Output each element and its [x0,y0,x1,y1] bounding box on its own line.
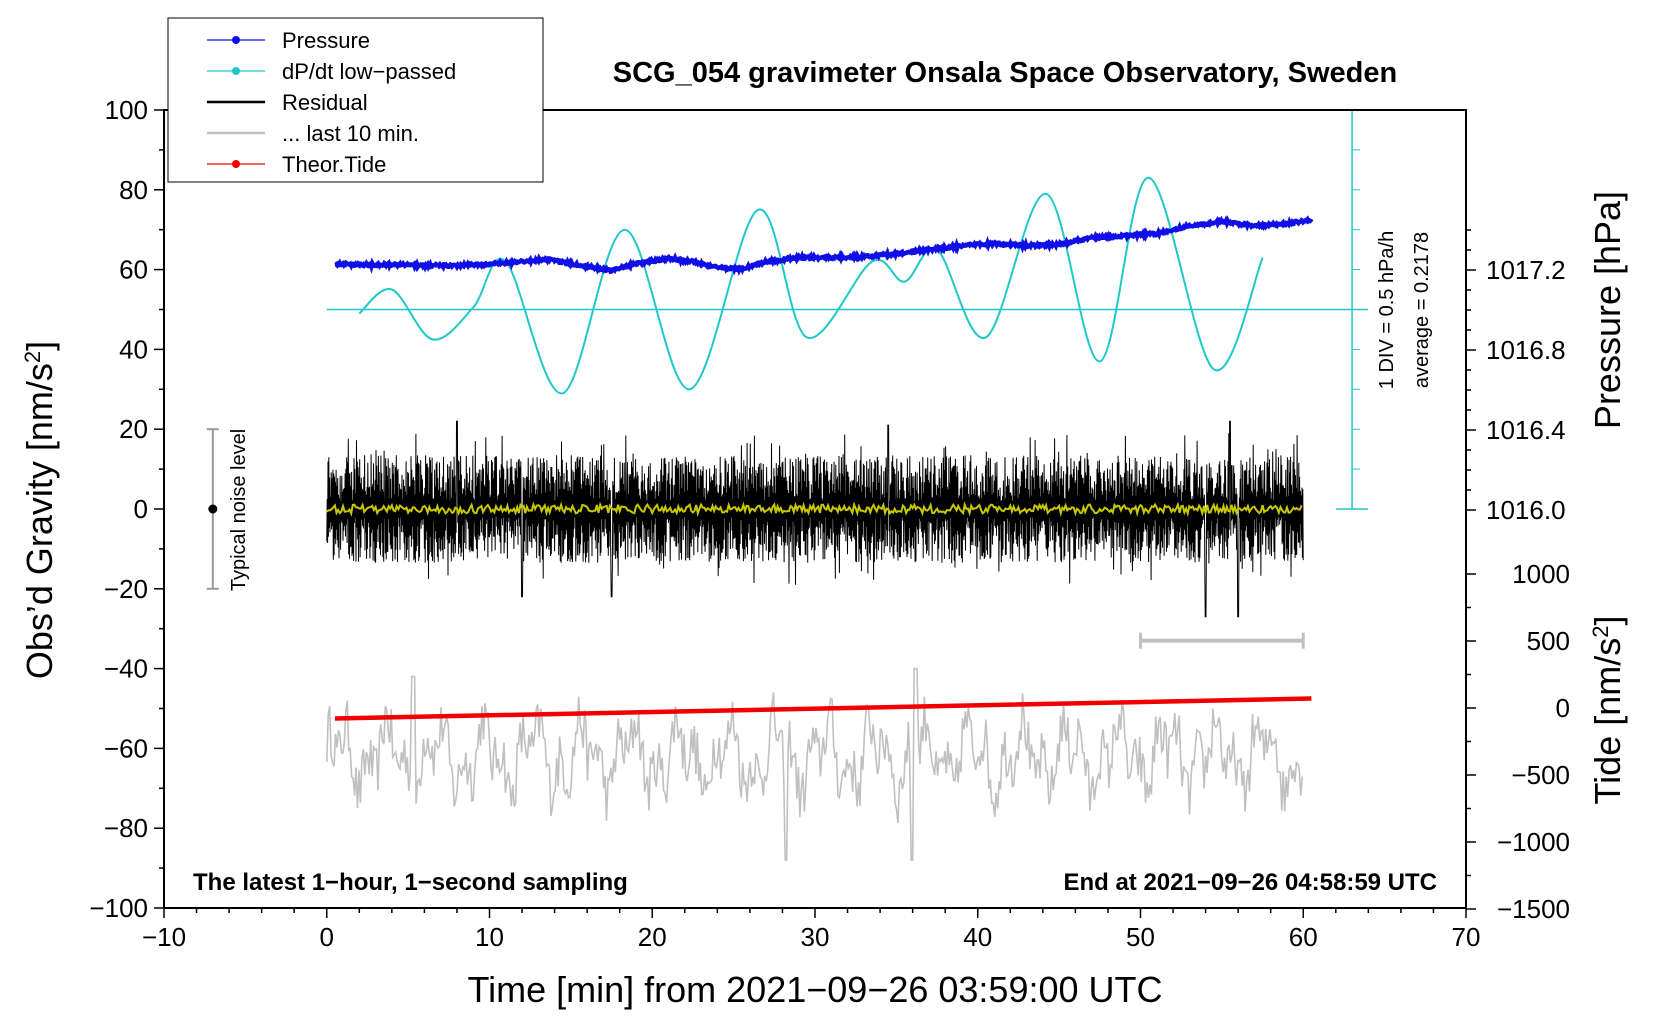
dpdt-scale-avg-label: average = 0.2178 [1411,232,1433,388]
x-tick-label: 40 [963,922,992,952]
left-tick-label: 20 [119,414,148,444]
pressure-trace [334,215,1314,276]
left-tick-label: −40 [104,654,148,684]
left-tick-label: −100 [89,893,148,923]
left-tick-label: −20 [104,574,148,604]
tide-axis-title-main: Tide [nm/s [1587,638,1628,805]
annotation-end-time: End at 2021−09−26 04:58:59 UTC [1063,869,1437,896]
left-tick-label: −80 [104,813,148,843]
x-tick-label: −10 [142,922,186,952]
noise-level-dot [208,504,218,514]
pressure-axis-title: Pressure [hPa] [1587,191,1628,429]
legend-marker [232,67,240,75]
pressure-tick-label: 1017.2 [1486,255,1566,285]
left-tick-label: 40 [119,334,148,364]
residual-trace [326,420,1304,618]
left-axis: −100 −80 −60 −40 −20 0 20 40 60 80 100 [89,95,164,923]
legend-label: dP/dt low−passed [282,59,456,84]
tide-tick-label: −500 [1511,760,1570,790]
left-axis-title-tail: ] [19,341,60,351]
x-tick-label: 30 [801,922,830,952]
legend-marker [232,36,240,44]
tide-axis-title: Tide [nm/s2] [1587,616,1628,805]
legend: Pressure dP/dt low−passed Residual ... last… [167,17,544,183]
legend-marker [232,160,240,168]
tide-tick-label: 1000 [1512,559,1570,589]
tide-tick-label: 0 [1556,693,1570,723]
pressure-tick-label: 1016.0 [1486,495,1566,525]
tide-trace [334,696,1312,721]
tide-tick-label: 500 [1527,626,1570,656]
residual-mean-trace [326,501,1303,518]
x-tick-label: 50 [1126,922,1155,952]
left-tick-label: −60 [104,733,148,763]
x-tick-label: 60 [1289,922,1318,952]
last10-trace [326,667,1304,861]
dpdt-scale-div-label: 1 DIV = 0.5 hPa/h [1376,231,1398,389]
left-axis-title-main: Obs’d Gravity [nm/s [19,363,60,679]
noise-level-label: Typical noise level [228,429,250,591]
tide-axis: −1500 −1000 −500 0 500 1000 [1466,559,1570,924]
series-layer [206,109,1369,861]
x-tick-label: 0 [320,922,334,952]
tide-axis-title-tail: ] [1587,616,1628,626]
legend-label: Residual [282,90,368,115]
left-axis-title: Obs’d Gravity [nm/s2] [19,341,60,679]
chart-title: SCG_054 gravimeter Onsala Space Observat… [613,57,1397,89]
x-tick-label: 20 [638,922,667,952]
pressure-tick-label: 1016.8 [1486,335,1566,365]
legend-box [167,17,544,183]
tide-tick-label: −1500 [1497,894,1570,924]
pressure-axis: 1016.0 1016.4 1016.8 1017.2 [1466,229,1566,525]
left-tick-label: 60 [119,255,148,285]
legend-label: Pressure [282,28,370,53]
left-tick-label: 0 [134,494,148,524]
left-tick-label: 80 [119,175,148,205]
left-tick-label: 100 [105,95,148,125]
x-axis: −10 0 10 20 30 40 50 60 70 [142,908,1481,952]
legend-label: ... last 10 min. [282,121,419,146]
x-tick-label: 10 [475,922,504,952]
dpdt-trace [358,176,1264,395]
left-axis-title-sup: 2 [20,351,45,363]
legend-label: Theor.Tide [282,152,386,177]
annotation-latest-hour: The latest 1−hour, 1−second sampling [193,869,628,896]
tide-axis-title-sup: 2 [1588,626,1613,638]
legend-entries: Pressure dP/dt low−passed Residual ... last… [207,28,456,177]
x-axis-title: Time [min] from 2021−09−26 03:59:00 UTC [467,969,1162,1010]
tide-tick-label: −1000 [1497,827,1570,857]
pressure-tick-label: 1016.4 [1486,415,1566,445]
x-tick-label: 70 [1452,922,1481,952]
